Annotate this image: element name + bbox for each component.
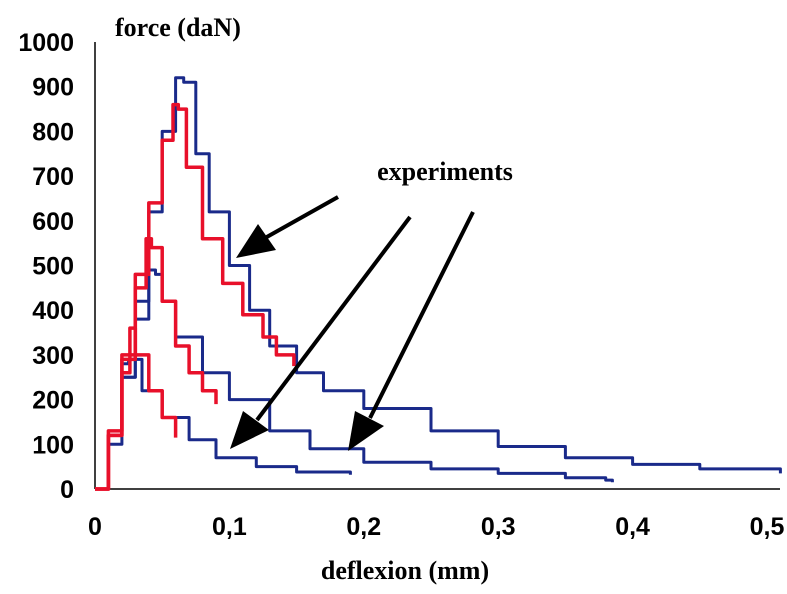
chart-title: force (daN): [115, 13, 241, 42]
x-tick-label: 0,1: [212, 513, 247, 541]
red-curve-5: [95, 326, 178, 491]
x-tick-labels: 0 0,1 0,2 0,3 0,4 0,5: [88, 513, 784, 541]
y-tick-label: 600: [32, 208, 74, 236]
blue-curve-2: [95, 357, 352, 491]
y-tick-label: 1000: [18, 29, 74, 57]
red-curve-4: [95, 236, 218, 491]
arrow-3: [348, 211, 475, 451]
arrow-1: [236, 195, 339, 258]
series-layer: [95, 76, 782, 491]
x-axis-label: deflexion (mm): [321, 556, 489, 585]
y-tick-labels: 0 100 200 300 400 500 600 700 800 900 1000: [18, 29, 74, 504]
x-tick-label: 0: [88, 513, 102, 541]
arrow-2: [230, 215, 412, 449]
y-tick-label: 800: [32, 118, 74, 146]
y-tick-label: 0: [60, 476, 74, 504]
y-tick-label: 300: [32, 342, 74, 370]
x-tick-label: 0,4: [615, 513, 650, 541]
y-tick-label: 500: [32, 253, 74, 281]
x-tick-label: 0,3: [481, 513, 516, 541]
y-tick-label: 900: [32, 74, 74, 102]
y-tick-label: 400: [32, 297, 74, 325]
y-tick-label: 100: [32, 431, 74, 459]
x-tick-label: 0,2: [346, 513, 381, 541]
y-tick-label: 200: [32, 387, 74, 415]
experiments-annotation: experiments: [377, 157, 513, 186]
x-tick-label: 0,5: [750, 513, 785, 541]
y-tick-label: 700: [32, 163, 74, 191]
